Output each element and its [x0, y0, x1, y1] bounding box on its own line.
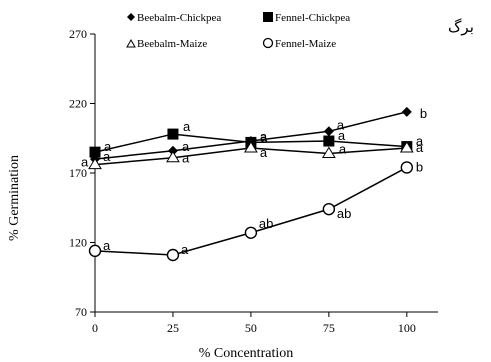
legend-label: Beebalm-Chickpea: [137, 12, 221, 24]
data-label: a: [182, 139, 190, 154]
data-point-triangle: [244, 141, 258, 153]
data-label: a: [337, 117, 345, 132]
data-label: a: [81, 155, 89, 170]
data-point-circle: [244, 226, 258, 239]
data-point-circle: [88, 244, 102, 258]
data-label: a: [416, 140, 424, 155]
y-tick-label: 220: [69, 97, 87, 111]
data-label: ab: [259, 216, 273, 231]
legend-entry-beebalm-chickpea: Beebalm-Chickpea: [127, 12, 221, 24]
x-tick-label: 50: [245, 321, 257, 335]
legend-label: Fennel-Chickpea: [275, 12, 350, 24]
legend-marker-triangle: [126, 38, 136, 48]
data-point-square: [323, 135, 335, 147]
legend: Beebalm-Chickpea Fennel-Chickpea Beebalm…: [126, 12, 350, 50]
y-tick-label: 120: [69, 236, 87, 250]
data-label: a: [339, 142, 347, 157]
legend-label: Fennel-Maize: [275, 38, 336, 50]
legend-entry-fennel-maize: Fennel-Maize: [262, 37, 336, 50]
data-label: b: [420, 106, 427, 121]
series-fennel-maize: a a ab ab b: [88, 159, 423, 262]
x-tick-label: 0: [92, 321, 98, 335]
legend-marker-circle: [262, 37, 274, 49]
data-point-circle: [166, 248, 180, 262]
x-axis-label: % Concentration: [199, 346, 293, 361]
data-label: a: [338, 128, 346, 143]
data-label: ab: [337, 206, 351, 221]
data-point-square: [167, 128, 179, 140]
legend-marker-diamond: [127, 13, 135, 21]
data-label: a: [182, 151, 190, 166]
series-line: [94, 166, 408, 256]
y-tick-label: 270: [69, 27, 87, 41]
data-point-diamond: [401, 106, 412, 117]
data-label: a: [104, 139, 112, 154]
data-point-triangle: [321, 146, 336, 159]
y-tick-label: 170: [69, 166, 87, 180]
data-point-circle: [400, 161, 414, 174]
data-point-triangle: [88, 157, 102, 170]
y-tick-label: 70: [75, 305, 87, 319]
data-label: a: [416, 134, 424, 149]
legend-entry-fennel-chickpea: Fennel-Chickpea: [263, 12, 350, 24]
legend-marker-square: [263, 12, 273, 22]
x-tick-label: 100: [398, 321, 416, 335]
data-label: a: [181, 242, 189, 257]
data-label: a: [260, 145, 268, 160]
data-label: a: [183, 119, 191, 134]
data-label: a: [260, 129, 268, 144]
data-point-square: [89, 146, 101, 158]
legend-label: Beebalm-Maize: [137, 38, 207, 50]
data-point-circle: [322, 202, 336, 216]
data-label: a: [103, 238, 111, 253]
x-tick-label: 75: [323, 321, 335, 335]
axes: 70 120 170 220 270 0 25 50 75 100: [69, 27, 438, 335]
data-label: b: [416, 159, 423, 174]
data-point-diamond: [323, 126, 334, 137]
data-point-triangle: [166, 150, 180, 163]
legend-entry-beebalm-maize: Beebalm-Maize: [126, 38, 207, 50]
data-label: a: [103, 149, 111, 164]
y-axis-label: % Germination: [7, 155, 22, 241]
data-point-triangle: [399, 141, 414, 153]
corner-text: برگ: [448, 18, 474, 36]
x-tick-label: 25: [167, 321, 179, 335]
data-label: a: [260, 129, 268, 144]
